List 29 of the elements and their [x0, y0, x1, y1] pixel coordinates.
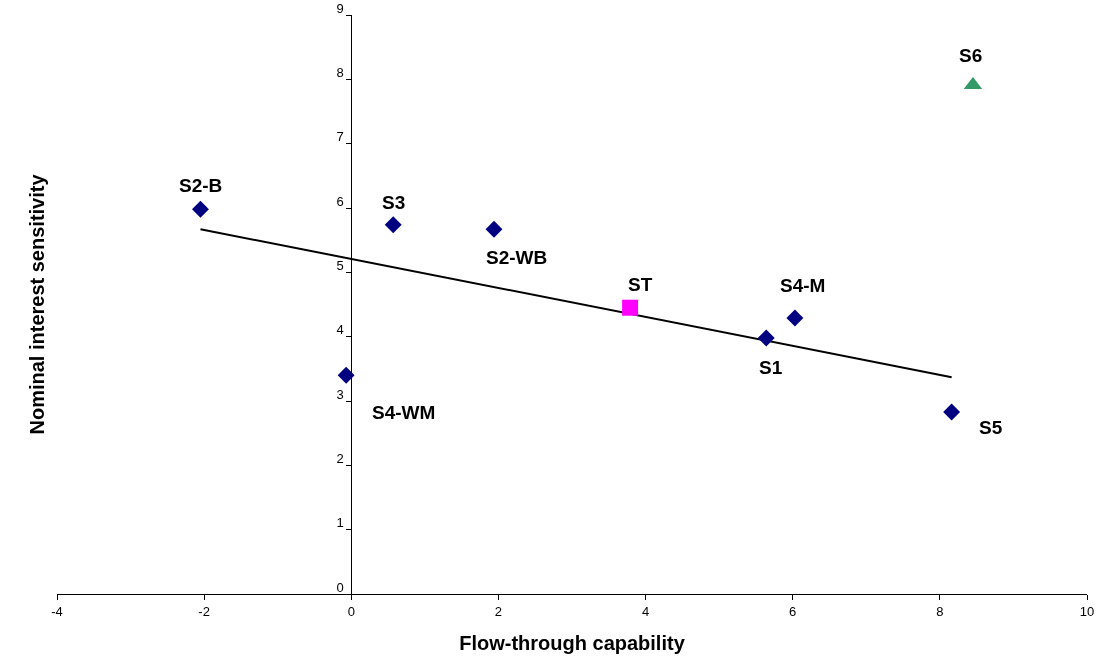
x-tick-label: -4 [51, 603, 63, 619]
y-tick-label: 9 [336, 0, 344, 16]
y-tick-label: 3 [336, 386, 344, 402]
y-tick-label: 4 [336, 322, 344, 338]
x-tick-label: 0 [347, 603, 355, 619]
annotation: ST [628, 274, 653, 295]
y-tick-label: 1 [336, 515, 344, 531]
annotation: S5 [979, 417, 1003, 438]
annotation: S1 [759, 357, 783, 378]
annotation: S6 [959, 45, 983, 66]
annotation: S2-B [179, 175, 223, 196]
annotation: S4-M [780, 275, 826, 296]
x-tick-label: 2 [494, 603, 503, 619]
annotation: S2-WB [486, 247, 548, 268]
x-tick-label: 10 [1079, 603, 1095, 619]
x-axis-title: Flow-through capability [459, 632, 686, 655]
x-tick-label: 6 [789, 603, 797, 619]
x-tick-label: 4 [641, 603, 650, 619]
y-tick-label: 0 [336, 579, 344, 595]
y-tick-label: 7 [336, 129, 344, 145]
y-tick-label: 6 [336, 193, 344, 209]
annotation: S4-WM [372, 402, 436, 423]
x-tick-label: 8 [936, 603, 944, 619]
y-tick-label: 5 [336, 257, 344, 273]
y-tick-label: 8 [336, 64, 344, 80]
y-axis-title: Nominal interest sensitivity [25, 173, 48, 435]
y-tick-label: 2 [336, 450, 344, 466]
x-tick-label: -2 [198, 603, 210, 619]
annotation: S3 [382, 192, 406, 213]
